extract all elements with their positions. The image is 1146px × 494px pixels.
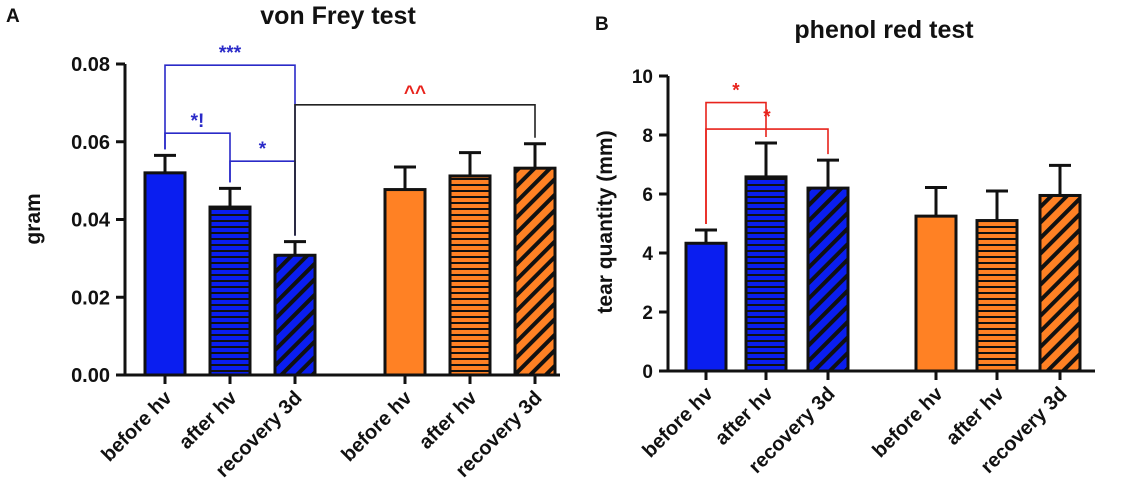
panel-label-a: A bbox=[6, 6, 20, 27]
category-label-a: before hv bbox=[337, 386, 417, 466]
significance-bracket-a bbox=[164, 132, 231, 183]
y-tick-label-b: 4 bbox=[642, 244, 653, 265]
category-label-b: before hv bbox=[868, 382, 948, 462]
y-tick-label-a: 0.06 bbox=[71, 132, 110, 154]
significance-bracket-b bbox=[705, 128, 829, 224]
bar-b bbox=[684, 241, 728, 373]
significance-label-b: * bbox=[732, 81, 740, 102]
bar-b bbox=[1038, 193, 1082, 373]
bar-b bbox=[744, 175, 788, 373]
y-tick-label-b: 10 bbox=[632, 67, 653, 88]
y-tick-label-b: 8 bbox=[642, 126, 653, 147]
y-axis-label-b: tear quantity (mm) bbox=[594, 130, 617, 313]
category-label-a: after hv bbox=[175, 386, 242, 453]
y-tick-label-a: 0.08 bbox=[71, 54, 110, 76]
y-tick-label-b: 2 bbox=[642, 303, 653, 324]
y-tick-label-a: 0.04 bbox=[71, 210, 111, 232]
bar-a bbox=[273, 253, 317, 377]
bar-a bbox=[143, 171, 187, 377]
panel-a: A von Frey test gram 0.00 0.02 0.04 0.06 0.0… bbox=[6, 2, 560, 482]
bar-b bbox=[806, 186, 850, 373]
significance-label-a: ^^ bbox=[404, 83, 426, 104]
bar-a bbox=[513, 166, 557, 377]
y-axis-label-a: gram bbox=[22, 193, 45, 244]
panel-b: B phenol red test tear quantity (mm) 0 2 4… bbox=[594, 14, 1095, 478]
panel-label-b: B bbox=[595, 14, 609, 35]
y-tick-label-a: 0.02 bbox=[71, 287, 110, 309]
chart-title-a: von Frey test bbox=[260, 2, 416, 30]
bar-a bbox=[208, 205, 252, 377]
y-tick-label-b: 6 bbox=[642, 185, 653, 206]
bars-b bbox=[684, 141, 1082, 373]
bar-b bbox=[914, 214, 958, 373]
significance-label-a: *! bbox=[191, 111, 205, 132]
bar-a bbox=[383, 188, 427, 377]
significance-label-a: * bbox=[259, 139, 267, 160]
significance-bracket-a bbox=[294, 104, 536, 236]
bars-a bbox=[143, 142, 557, 377]
significance-a: *** *! * ^^ bbox=[164, 43, 536, 236]
bar-a bbox=[448, 174, 492, 377]
significance-label-b: * bbox=[763, 107, 771, 128]
bar-b bbox=[975, 219, 1019, 373]
y-tick-label-a: 0.00 bbox=[71, 365, 110, 387]
y-tick-label-b: 0 bbox=[642, 362, 653, 383]
category-label-a: before hv bbox=[97, 386, 177, 466]
category-label-a: after hv bbox=[415, 386, 482, 453]
significance-b: ** bbox=[705, 81, 829, 224]
chart-title-b: phenol red test bbox=[794, 16, 974, 44]
significance-label-a: *** bbox=[219, 43, 242, 64]
category-label-b: before hv bbox=[638, 382, 718, 462]
